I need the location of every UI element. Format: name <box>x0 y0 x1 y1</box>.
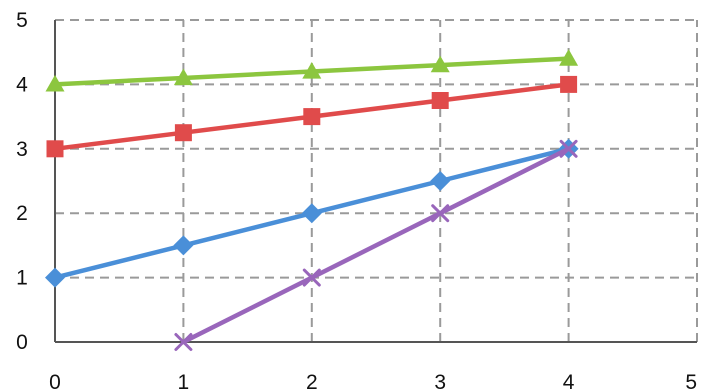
series-line <box>181 146 571 345</box>
data-point <box>301 203 322 224</box>
x-tick-label: 5 <box>685 371 697 392</box>
y-tick-label: 3 <box>16 138 28 161</box>
series-2 <box>46 75 578 158</box>
data-point <box>302 268 321 287</box>
y-tick-label: 0 <box>16 331 28 354</box>
grid <box>55 19 698 342</box>
data-point <box>303 108 321 126</box>
x-tick-label: 3 <box>434 371 446 392</box>
data-point <box>430 171 451 191</box>
data-point <box>45 74 65 92</box>
data-point <box>560 75 578 93</box>
x-tick-label: 0 <box>49 371 61 392</box>
series-4 <box>174 139 578 351</box>
data-point <box>431 92 449 109</box>
y-tick-label: 2 <box>16 202 28 225</box>
axes <box>54 20 697 343</box>
data-point <box>302 62 322 79</box>
data-point <box>430 55 450 73</box>
y-tick-label: 4 <box>16 73 28 96</box>
data-point <box>559 49 579 66</box>
data-point <box>559 139 578 158</box>
y-tick-label: 1 <box>16 267 28 290</box>
data-point <box>46 140 64 158</box>
tick-labels: 0 1 2 3 4 5 0 1 2 3 4 5 <box>16 9 697 392</box>
series-1 <box>45 49 579 92</box>
series-layer <box>45 49 579 351</box>
y-tick-label: 5 <box>16 9 28 32</box>
data-point <box>174 124 192 142</box>
x-tick-label: 1 <box>178 371 190 392</box>
x-tick-label: 4 <box>563 371 575 392</box>
data-point <box>174 333 193 351</box>
data-point <box>173 68 193 86</box>
data-point <box>431 204 450 223</box>
x-tick-label: 2 <box>306 371 318 392</box>
data-point <box>173 235 194 256</box>
data-point <box>45 267 65 288</box>
